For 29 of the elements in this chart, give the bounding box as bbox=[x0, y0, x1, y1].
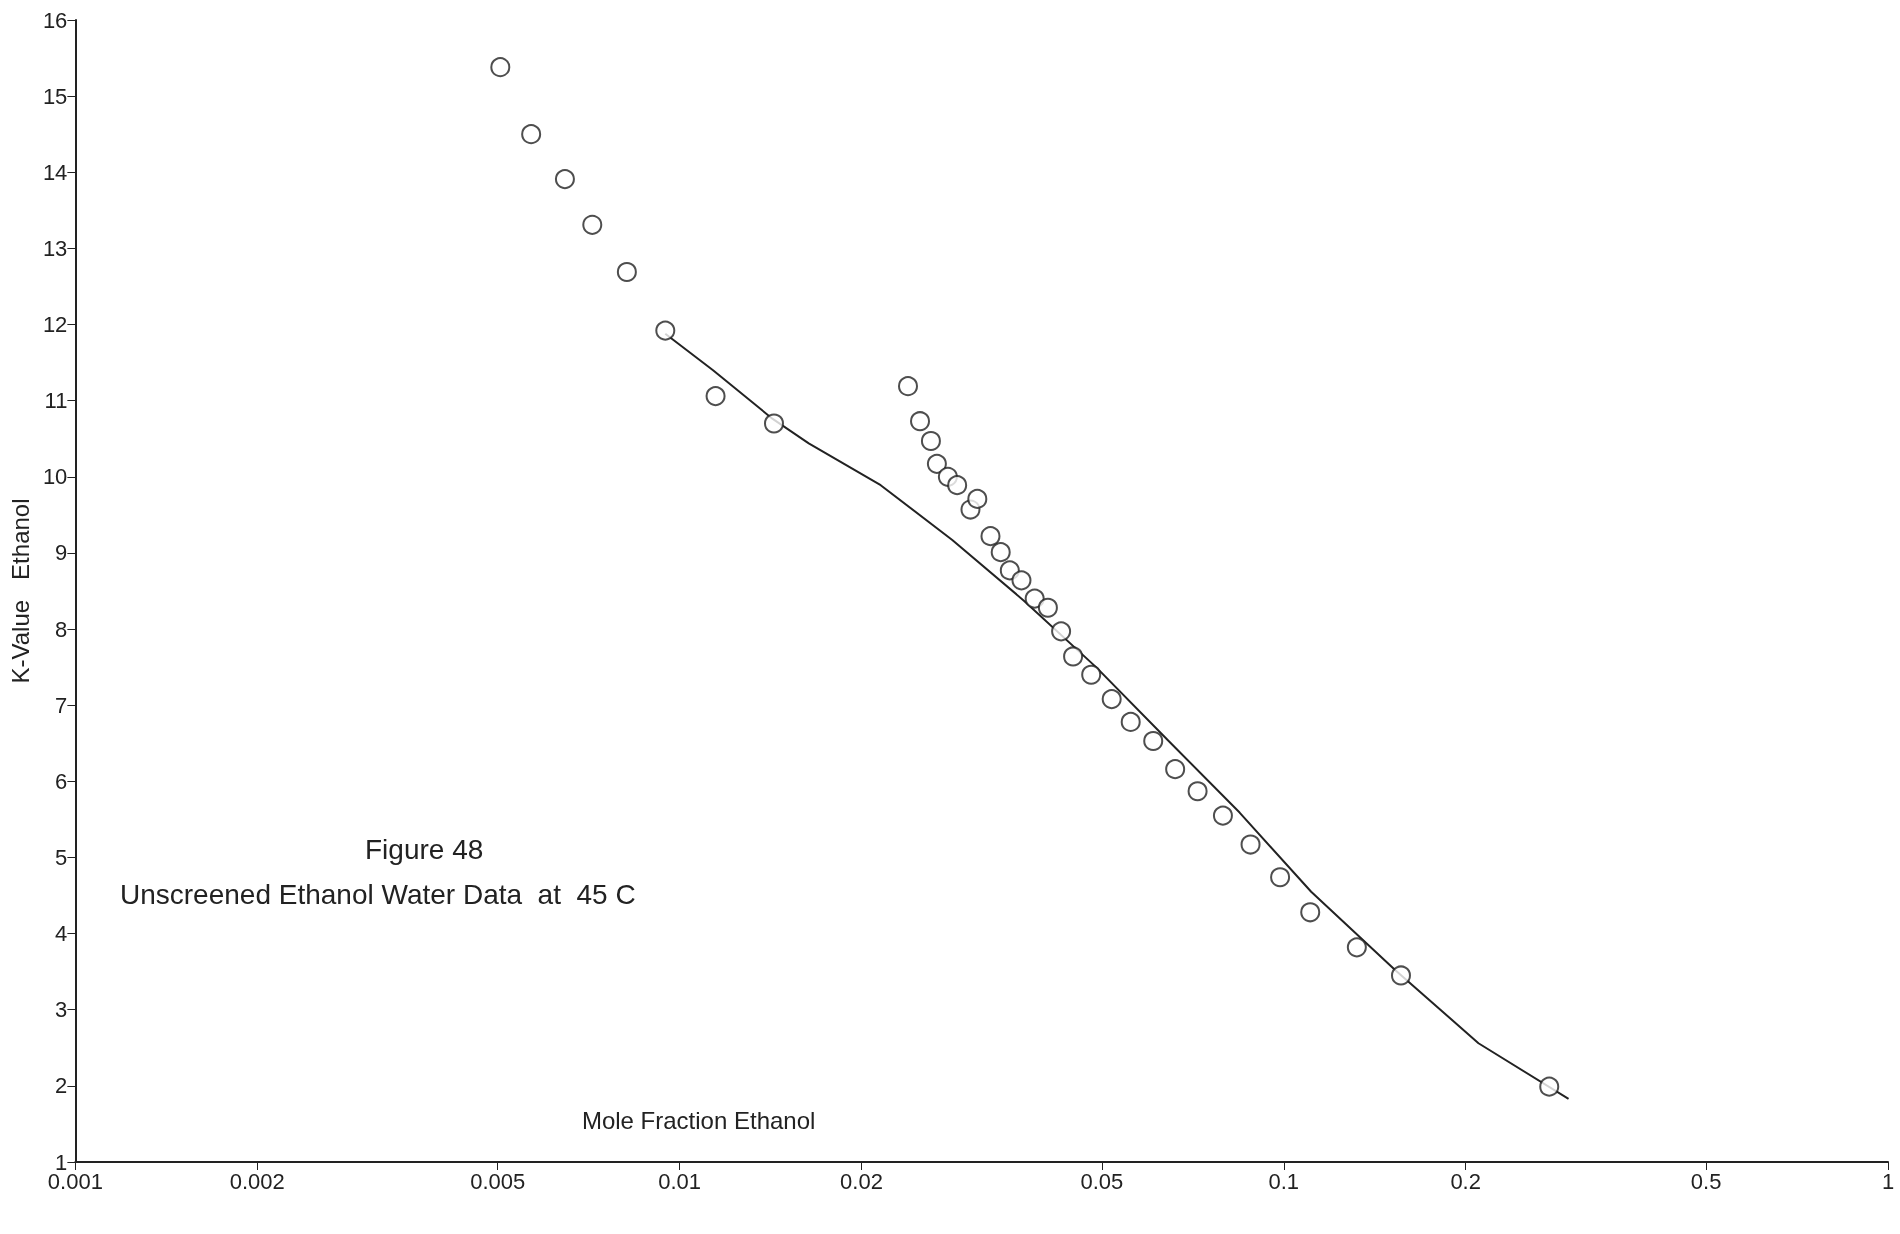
y-tick-label: 10 bbox=[42, 464, 68, 490]
x-tick-label: 0.5 bbox=[1690, 1168, 1722, 1194]
y-tick-label: 1 bbox=[55, 1149, 68, 1175]
x-tick-label: 0.01 bbox=[658, 1168, 701, 1194]
y-tick-label: 9 bbox=[55, 540, 68, 566]
y-tick-label: 8 bbox=[55, 616, 68, 642]
x-tick-label: 0.1 bbox=[1268, 1168, 1300, 1194]
y-tick-label: 14 bbox=[42, 159, 68, 185]
y-tick-label: 12 bbox=[42, 312, 68, 338]
y-tick-label: 11 bbox=[44, 388, 68, 414]
x-tick-label: 0.005 bbox=[470, 1168, 526, 1194]
y-tick-label: 5 bbox=[55, 844, 68, 870]
y-tick-label: 13 bbox=[42, 235, 68, 261]
x-tick-label: 0.2 bbox=[1450, 1168, 1481, 1194]
y-tick-label: 2 bbox=[55, 1073, 68, 1099]
text: Unscreened Ethanol Water Data at 45 C bbox=[120, 878, 636, 910]
x-tick-label: 0.05 bbox=[1080, 1168, 1124, 1194]
y-tick-label: 3 bbox=[55, 997, 68, 1023]
y-tick-label: 7 bbox=[55, 692, 68, 718]
x-tick-label: 0.002 bbox=[229, 1168, 285, 1194]
x-tick-label: 1 bbox=[1881, 1168, 1895, 1194]
y-tick-label: 4 bbox=[55, 921, 68, 947]
y-tick-label: 16 bbox=[42, 7, 68, 33]
y-tick-label: 15 bbox=[42, 83, 68, 109]
x-tick-label: 0.02 bbox=[840, 1168, 883, 1194]
y-axis-title: K-Value Ethanol bbox=[6, 498, 34, 684]
x-axis-title: Mole Fraction Ethanol bbox=[581, 1106, 816, 1134]
text: Figure 48 bbox=[365, 833, 484, 865]
y-tick-label: 6 bbox=[55, 768, 68, 794]
